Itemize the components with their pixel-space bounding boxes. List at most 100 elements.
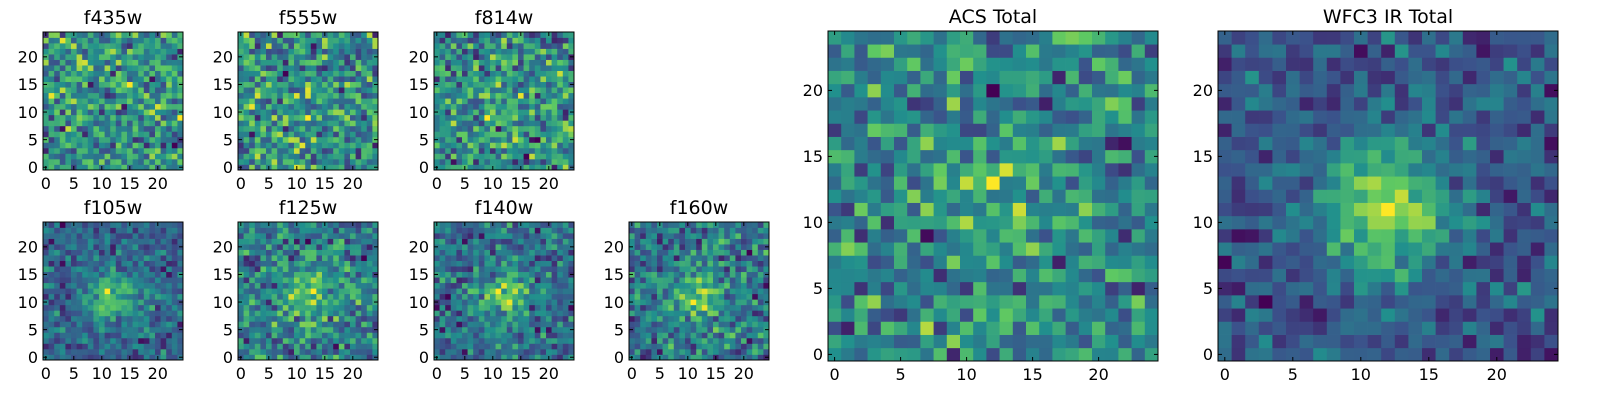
heatmap-cell bbox=[243, 282, 250, 289]
heatmap-cell bbox=[1105, 163, 1119, 177]
heatmap-cell bbox=[160, 92, 167, 99]
heatmap-cell bbox=[713, 277, 719, 284]
heatmap-cell bbox=[294, 142, 300, 149]
heatmap-cell bbox=[518, 288, 524, 295]
heatmap-cell bbox=[93, 92, 100, 99]
heatmap-cell bbox=[534, 321, 541, 328]
heatmap-cell bbox=[127, 343, 133, 350]
heatmap-cell bbox=[557, 98, 564, 105]
heatmap-cell bbox=[729, 354, 736, 361]
heatmap-cell bbox=[450, 153, 457, 160]
heatmap-cell bbox=[355, 337, 362, 344]
heatmap-cell bbox=[529, 142, 536, 149]
heatmap-cell bbox=[143, 70, 150, 77]
heatmap-cell bbox=[657, 271, 663, 278]
heatmap-cell bbox=[501, 109, 508, 116]
heatmap-cell bbox=[305, 142, 312, 149]
heatmap-cell bbox=[495, 37, 502, 44]
heatmap-cell bbox=[439, 109, 446, 116]
heatmap-cell bbox=[366, 321, 373, 328]
heatmap-cell bbox=[132, 114, 139, 121]
heatmap-cell bbox=[946, 242, 961, 256]
heatmap-cell bbox=[87, 238, 94, 245]
heatmap-cell bbox=[506, 125, 513, 132]
heatmap-cell bbox=[338, 32, 345, 38]
heatmap-cell bbox=[657, 255, 663, 261]
heatmap-cell bbox=[679, 288, 686, 295]
heatmap-cell bbox=[973, 189, 987, 203]
heatmap-cell bbox=[518, 310, 524, 317]
heatmap-cell bbox=[93, 37, 100, 44]
heatmap-cell bbox=[562, 293, 569, 300]
heatmap-cell bbox=[724, 222, 731, 228]
heatmap-cell bbox=[1131, 295, 1146, 309]
heatmap-cell bbox=[679, 293, 686, 300]
heatmap-cell bbox=[439, 98, 446, 105]
heatmap-cell bbox=[322, 304, 328, 311]
heatmap-cell bbox=[562, 244, 569, 250]
heatmap-cell bbox=[495, 299, 502, 306]
heatmap-cell bbox=[93, 81, 100, 88]
heatmap-cell bbox=[562, 109, 569, 116]
heatmap-cell bbox=[907, 176, 921, 190]
heatmap-cell bbox=[724, 315, 731, 322]
heatmap-cell bbox=[282, 125, 289, 132]
heatmap-cell bbox=[243, 271, 250, 278]
heatmap-cell bbox=[450, 249, 457, 256]
heatmap-cell bbox=[534, 37, 541, 44]
heatmap-cell bbox=[54, 321, 61, 328]
heatmap-cell bbox=[757, 227, 764, 234]
heatmap-cell bbox=[506, 337, 513, 344]
heatmap-cell bbox=[434, 59, 440, 66]
heatmap-cell bbox=[350, 310, 356, 317]
heatmap-cell bbox=[243, 125, 250, 132]
heatmap-cell bbox=[316, 153, 323, 160]
heatmap-cell bbox=[104, 48, 111, 55]
heatmap-cell bbox=[640, 337, 647, 344]
heatmap-cell bbox=[132, 326, 139, 333]
heatmap-cell bbox=[277, 37, 284, 44]
heatmap-cell bbox=[534, 310, 541, 317]
heatmap-cell bbox=[299, 321, 306, 328]
heatmap-cell bbox=[43, 87, 49, 94]
heatmap-cell bbox=[59, 326, 66, 333]
heatmap-cell bbox=[110, 81, 117, 88]
heatmap-cell bbox=[143, 260, 150, 267]
heatmap-cell bbox=[735, 310, 742, 317]
heatmap-cell bbox=[104, 76, 111, 83]
heatmap-cell bbox=[344, 227, 351, 234]
heatmap-cell bbox=[841, 347, 855, 362]
heatmap-cell bbox=[361, 293, 368, 300]
heatmap-cell bbox=[76, 337, 83, 344]
heatmap-cell bbox=[713, 299, 719, 306]
heatmap-cell bbox=[310, 299, 317, 306]
heatmap-cell bbox=[557, 321, 564, 328]
heatmap-cell bbox=[43, 233, 49, 239]
heatmap-cell bbox=[1092, 255, 1106, 269]
heatmap-cell bbox=[473, 164, 480, 171]
heatmap-cell bbox=[143, 120, 150, 127]
heatmap-cell bbox=[478, 271, 485, 278]
heatmap-cell bbox=[540, 304, 547, 311]
heatmap-cell bbox=[439, 238, 446, 245]
heatmap-cell bbox=[361, 87, 368, 94]
heatmap-cell bbox=[260, 32, 267, 38]
heatmap-cell bbox=[149, 92, 156, 99]
heatmap-cell bbox=[456, 288, 463, 295]
heatmap-cell bbox=[160, 282, 167, 289]
heatmap-cell bbox=[344, 233, 351, 239]
heatmap-cell bbox=[254, 120, 261, 127]
heatmap-cell bbox=[333, 59, 340, 66]
heatmap-cell bbox=[366, 282, 373, 289]
heatmap-cell bbox=[149, 65, 156, 71]
heatmap-cell bbox=[266, 277, 272, 284]
heatmap-cell bbox=[155, 37, 161, 44]
heatmap-cell bbox=[104, 164, 111, 171]
heatmap-cell bbox=[93, 222, 100, 228]
heatmap-cell bbox=[685, 238, 691, 245]
heatmap-cell bbox=[243, 120, 250, 127]
heatmap-cell bbox=[1144, 229, 1159, 243]
heatmap-cell bbox=[82, 103, 89, 110]
heatmap-cell bbox=[121, 81, 128, 88]
heatmap-cell bbox=[960, 189, 974, 203]
